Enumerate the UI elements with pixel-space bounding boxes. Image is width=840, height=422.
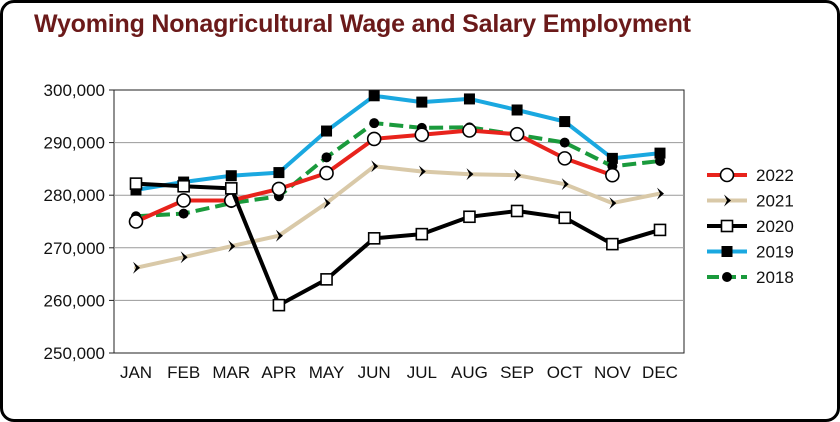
data-point xyxy=(466,168,474,181)
data-point xyxy=(366,131,382,147)
data-point xyxy=(415,227,429,241)
data-point xyxy=(275,229,283,242)
data-point xyxy=(559,137,570,148)
data-point xyxy=(273,167,285,179)
data-point xyxy=(509,126,525,142)
data-point xyxy=(180,251,188,264)
x-tick-label: JUN xyxy=(358,363,391,382)
data-point xyxy=(130,184,142,196)
y-tick-label: 270,000 xyxy=(44,239,105,258)
legend-marker xyxy=(724,194,731,207)
data-point xyxy=(559,116,571,128)
data-point xyxy=(133,261,140,274)
data-point xyxy=(561,178,569,191)
data-point xyxy=(653,223,667,237)
y-tick-label: 290,000 xyxy=(44,134,105,153)
legend-marker xyxy=(720,219,734,233)
x-tick-label: JUL xyxy=(407,363,437,382)
data-point xyxy=(514,169,522,182)
legend-item: 2021 xyxy=(707,192,794,211)
chart-title: Wyoming Nonagricultural Wage and Salary … xyxy=(34,10,691,38)
y-tick-label: 250,000 xyxy=(44,344,105,363)
x-tick-label: MAY xyxy=(309,363,345,382)
legend-item: 2020 xyxy=(707,217,794,236)
legend-label: 2020 xyxy=(756,217,794,236)
data-point xyxy=(414,127,430,143)
x-tick-label: MAR xyxy=(212,363,250,382)
data-point xyxy=(606,237,619,251)
legend-marker xyxy=(721,246,733,257)
data-point xyxy=(129,177,143,190)
data-point xyxy=(321,125,333,137)
data-point xyxy=(558,211,572,225)
series-line xyxy=(134,93,662,192)
x-tick-label: APR xyxy=(261,363,296,382)
data-point xyxy=(655,156,665,167)
series-line xyxy=(134,181,662,308)
x-tick-label: FEB xyxy=(167,363,200,382)
x-tick-label: DEC xyxy=(642,363,678,382)
y-tick-label: 280,000 xyxy=(44,186,105,205)
data-point xyxy=(654,147,666,159)
data-point xyxy=(176,193,191,208)
x-tick-label: OCT xyxy=(547,363,583,382)
data-point xyxy=(177,179,190,193)
data-point xyxy=(271,181,287,197)
x-tick-label: AUG xyxy=(451,363,488,382)
legend-marker xyxy=(719,167,735,183)
x-tick-label: SEP xyxy=(500,363,534,382)
y-tick-label: 300,000 xyxy=(44,81,105,100)
data-point xyxy=(463,93,475,105)
legend-item: 2018 xyxy=(707,268,794,287)
data-point xyxy=(605,167,620,183)
series-2022 xyxy=(128,123,620,229)
legend-label: 2022 xyxy=(756,166,794,185)
data-point xyxy=(319,165,334,181)
series-2021 xyxy=(133,160,664,274)
data-point xyxy=(323,197,331,210)
data-point xyxy=(510,204,524,218)
plot-area xyxy=(113,89,685,354)
legend-label: 2021 xyxy=(756,192,794,211)
series-2020 xyxy=(129,177,667,312)
data-point xyxy=(367,232,381,245)
data-point xyxy=(224,182,238,195)
data-point xyxy=(606,152,618,164)
x-tick-label: JAN xyxy=(120,363,152,382)
legend-label: 2019 xyxy=(756,243,794,262)
data-point xyxy=(369,118,380,129)
legend-marker xyxy=(722,272,732,282)
data-point xyxy=(462,123,477,138)
x-tick-label: NOV xyxy=(594,363,632,382)
data-point xyxy=(609,197,617,210)
data-point xyxy=(225,170,237,182)
data-point xyxy=(178,208,189,219)
data-point xyxy=(557,151,573,166)
series-line xyxy=(135,121,661,219)
data-point xyxy=(272,298,286,312)
series-line xyxy=(134,164,662,270)
legend-item: 2019 xyxy=(707,243,794,262)
legend: 2022 2021 2020 2019 2018 xyxy=(707,166,794,287)
data-point xyxy=(368,90,380,102)
legend-item: 2022 xyxy=(707,166,794,185)
y-tick-label: 260,000 xyxy=(44,291,105,310)
data-point xyxy=(511,104,523,116)
data-point xyxy=(321,152,332,163)
data-point xyxy=(463,210,476,224)
legend-label: 2018 xyxy=(756,268,794,287)
data-point xyxy=(657,187,664,200)
data-point xyxy=(228,240,236,253)
data-point xyxy=(320,273,333,286)
data-point xyxy=(418,165,426,178)
data-point xyxy=(416,96,428,108)
data-point xyxy=(128,214,144,229)
data-point xyxy=(371,160,379,173)
